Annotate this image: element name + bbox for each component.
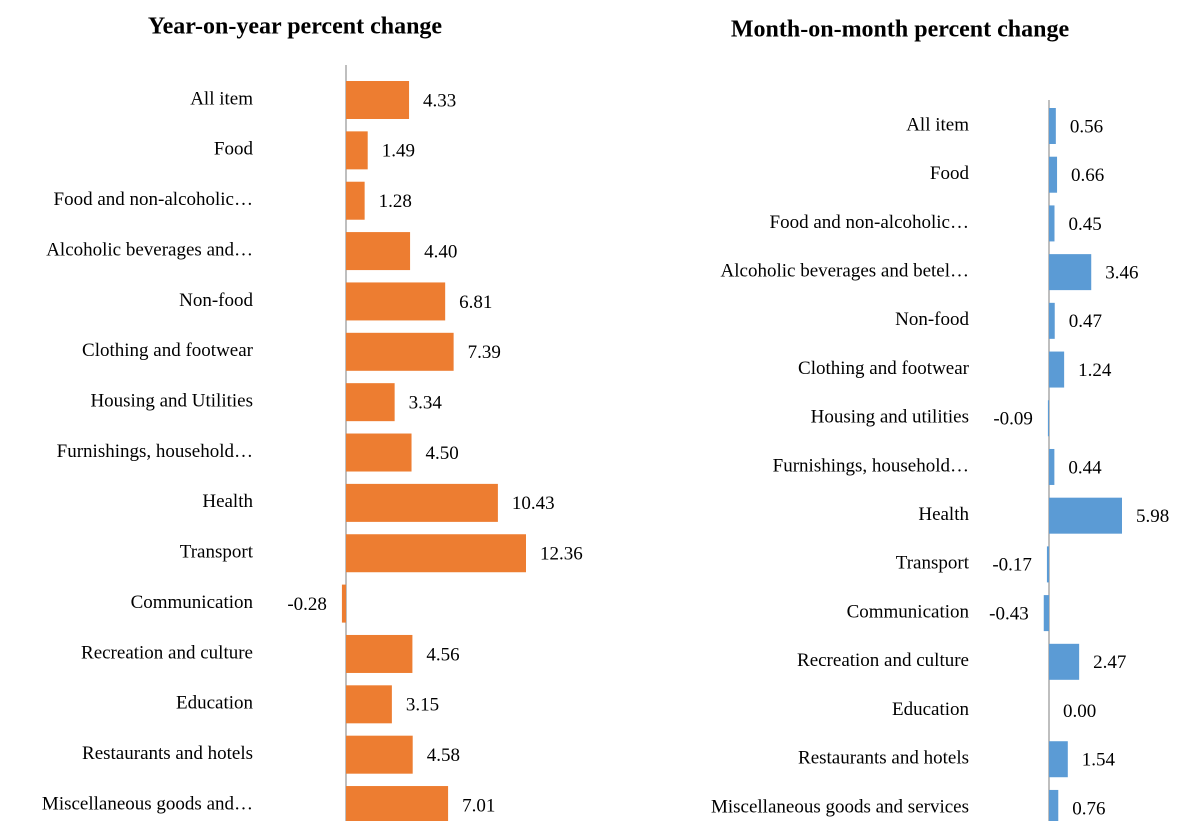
bar bbox=[346, 131, 368, 170]
value-label: 0.44 bbox=[1068, 457, 1102, 478]
bar bbox=[346, 534, 526, 573]
chart-title: Month-on-month percent change bbox=[731, 17, 1070, 43]
category-label: Communication bbox=[131, 592, 254, 613]
bar bbox=[1043, 595, 1049, 632]
value-label: 7.39 bbox=[468, 342, 501, 363]
value-label: 6.81 bbox=[459, 292, 492, 313]
value-label: 2.47 bbox=[1093, 652, 1126, 673]
category-label: Housing and Utilities bbox=[90, 391, 253, 412]
value-label: 0.66 bbox=[1071, 165, 1104, 186]
value-label: -0.28 bbox=[287, 594, 327, 615]
bar bbox=[346, 81, 410, 119]
value-label: 4.56 bbox=[426, 644, 459, 665]
bar bbox=[346, 332, 454, 371]
category-label: Miscellaneous goods and services bbox=[711, 796, 969, 817]
bar bbox=[1049, 156, 1058, 193]
value-label: 10.43 bbox=[512, 493, 555, 514]
bar bbox=[1049, 108, 1056, 144]
category-label: Restaurants and hotels bbox=[82, 743, 253, 764]
value-label: 1.49 bbox=[382, 141, 415, 162]
value-label: 0.00 bbox=[1063, 701, 1096, 722]
bar bbox=[1049, 205, 1055, 242]
category-label: Recreation and culture bbox=[81, 642, 253, 663]
category-label: Restaurants and hotels bbox=[798, 748, 969, 769]
category-label: Food bbox=[930, 163, 970, 184]
bar bbox=[1049, 351, 1065, 388]
category-label: Clothing and footwear bbox=[82, 340, 254, 361]
value-label: 0.56 bbox=[1070, 116, 1103, 137]
category-label: Food and non-alcoholic… bbox=[770, 212, 969, 233]
value-label: 4.33 bbox=[423, 90, 456, 111]
bar bbox=[346, 483, 498, 522]
bar bbox=[346, 735, 413, 774]
bar bbox=[1049, 448, 1055, 485]
value-label: 12.36 bbox=[540, 544, 583, 565]
bar bbox=[346, 634, 413, 673]
category-label: Housing and utilities bbox=[811, 407, 969, 428]
value-label: 4.58 bbox=[427, 745, 460, 766]
category-label: Transport bbox=[896, 553, 970, 574]
bar bbox=[346, 433, 412, 472]
bar bbox=[1049, 254, 1092, 291]
category-label: All item bbox=[190, 88, 253, 109]
bar bbox=[346, 282, 446, 321]
value-label: 4.40 bbox=[424, 241, 457, 262]
bar bbox=[1049, 643, 1080, 680]
category-label: Furnishings, household… bbox=[773, 455, 969, 476]
bar bbox=[1049, 741, 1068, 778]
value-label: -0.09 bbox=[993, 409, 1033, 430]
value-label: 4.50 bbox=[426, 443, 459, 464]
bar bbox=[1049, 302, 1055, 339]
category-label: Food and non-alcoholic… bbox=[54, 189, 253, 210]
bar bbox=[341, 584, 346, 623]
category-label: Food bbox=[214, 139, 254, 160]
category-label: Non-food bbox=[179, 290, 253, 311]
bar bbox=[346, 181, 365, 220]
category-label: Education bbox=[892, 699, 970, 720]
value-label: 5.98 bbox=[1136, 506, 1169, 527]
category-label: All item bbox=[906, 114, 969, 135]
value-label: 0.47 bbox=[1069, 311, 1102, 332]
value-label: 3.15 bbox=[406, 695, 439, 716]
category-label: Furnishings, household… bbox=[57, 441, 253, 462]
category-label: Miscellaneous goods and… bbox=[42, 793, 253, 814]
bar bbox=[346, 232, 411, 271]
value-label: 1.24 bbox=[1078, 360, 1112, 381]
value-label: 0.45 bbox=[1068, 214, 1101, 235]
value-label: 7.01 bbox=[462, 795, 495, 816]
bar bbox=[346, 786, 449, 821]
value-label: -0.17 bbox=[992, 555, 1032, 576]
bar bbox=[1046, 546, 1049, 583]
category-label: Education bbox=[176, 693, 254, 714]
value-label: 3.34 bbox=[409, 393, 443, 414]
category-label: Communication bbox=[847, 601, 970, 622]
bar bbox=[1047, 400, 1049, 437]
category-label: Transport bbox=[180, 542, 254, 563]
category-label: Health bbox=[918, 504, 969, 525]
value-label: -0.43 bbox=[989, 603, 1029, 624]
value-label: 3.46 bbox=[1105, 262, 1138, 283]
category-label: Non-food bbox=[895, 309, 969, 330]
category-label: Alcoholic beverages and betel… bbox=[721, 260, 969, 281]
category-label: Recreation and culture bbox=[797, 650, 969, 671]
category-label: Alcoholic beverages and… bbox=[46, 239, 253, 260]
category-label: Clothing and footwear bbox=[798, 358, 970, 379]
bar bbox=[1049, 789, 1059, 821]
value-label: 1.54 bbox=[1082, 750, 1116, 771]
bar bbox=[346, 383, 395, 422]
value-label: 0.76 bbox=[1072, 798, 1105, 819]
category-label: Health bbox=[202, 491, 253, 512]
bar bbox=[1049, 497, 1122, 534]
bar bbox=[346, 685, 392, 724]
value-label: 1.28 bbox=[379, 191, 412, 212]
chart-title: Year-on-year percent change bbox=[148, 14, 443, 40]
